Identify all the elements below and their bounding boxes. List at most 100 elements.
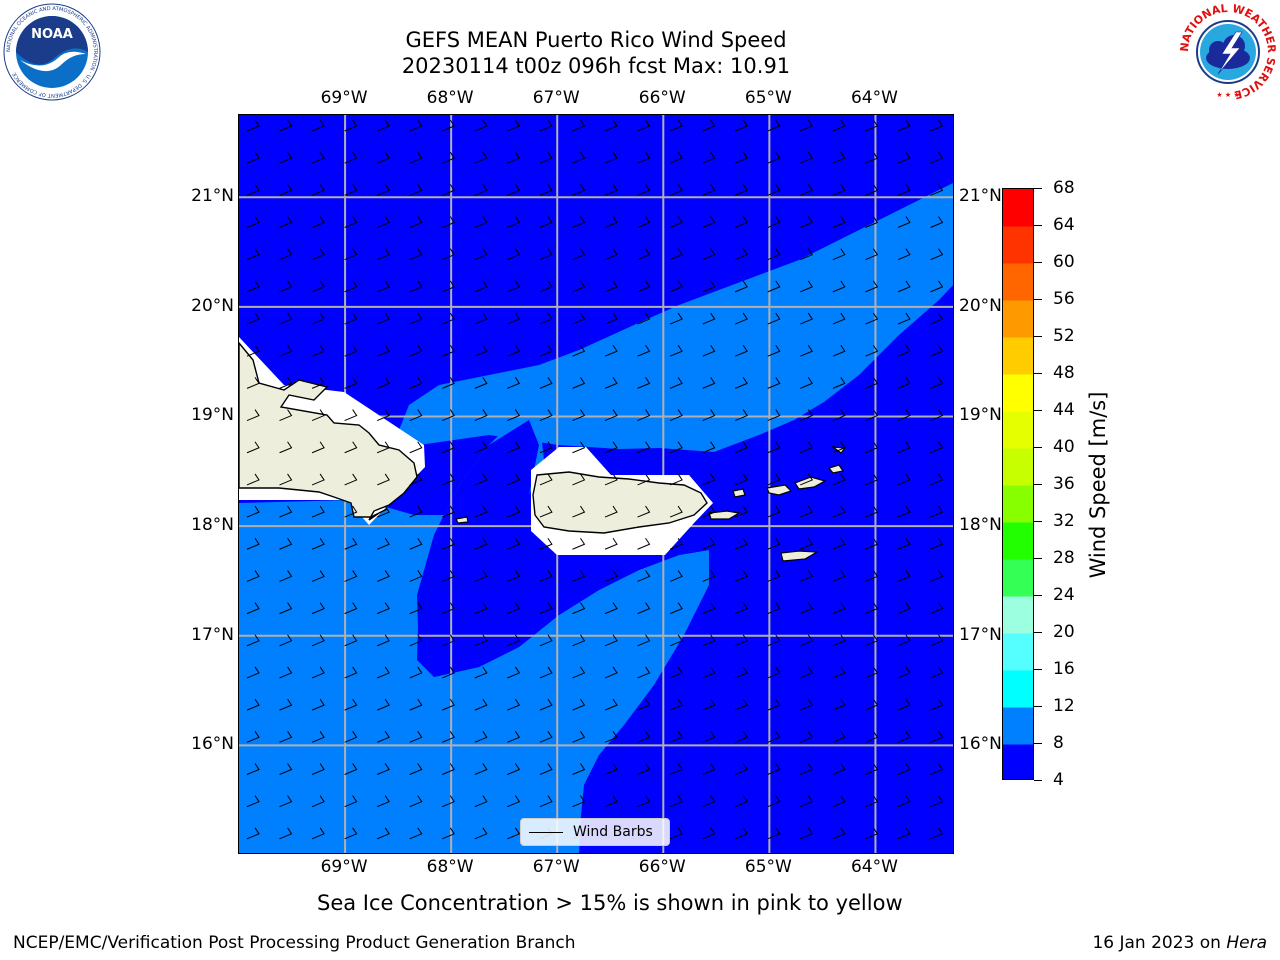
wind-barb [800, 505, 814, 518]
wind-barb [376, 827, 390, 840]
wind-barb [832, 248, 846, 261]
sea-ice-note: Sea Ice Concentration > 15% is shown in … [317, 891, 903, 915]
wind-barb [767, 763, 781, 775]
wind-barb [832, 827, 846, 840]
wind-barb [409, 377, 423, 389]
wind-barb [539, 634, 553, 647]
wind-barb [474, 377, 488, 389]
wind-barb [409, 505, 423, 518]
wind-barb [572, 344, 586, 357]
wind-barb [800, 216, 814, 228]
wind-barb [279, 698, 293, 711]
wind-barb [572, 505, 586, 518]
wind-barb [246, 634, 260, 647]
wind-barb [539, 666, 553, 679]
wind-barb [930, 570, 944, 582]
colorbar-tick-mark [1034, 410, 1042, 411]
wind-barb [474, 795, 488, 808]
wind-barb [539, 602, 553, 615]
lat-label-left: 16°N [191, 734, 234, 755]
wind-barb [669, 698, 683, 711]
wind-barb [604, 344, 618, 357]
wind-barb [604, 409, 618, 422]
wind-barb [539, 312, 553, 325]
wind-barb [800, 377, 814, 389]
wind-barb [376, 473, 390, 486]
wind-barb [539, 505, 553, 518]
wind-barb [409, 827, 423, 840]
wind-barb [507, 505, 521, 518]
wind-barb [572, 795, 586, 808]
wind-barb [572, 312, 586, 325]
colorbar-tick-label: 60 [1053, 252, 1075, 272]
lon-label-bottom: 67°W [532, 857, 580, 877]
colorbar-segment [1003, 707, 1033, 745]
wind-barb [474, 505, 488, 518]
wind-barb [507, 666, 521, 679]
wind-barb [279, 473, 293, 486]
wind-barb [376, 634, 390, 647]
wind-barb [800, 698, 814, 711]
virgin-islands-tortola [794, 476, 827, 490]
wind-barb [344, 248, 358, 261]
colorbar-segment [1003, 744, 1033, 779]
wind-barb [669, 409, 683, 422]
wind-barb [246, 409, 260, 422]
wind-barb [572, 409, 586, 422]
wind-barb [767, 537, 781, 550]
wind-barb [930, 634, 944, 647]
wind-barb [702, 602, 716, 615]
wind-barb [376, 441, 390, 454]
vieques-island [708, 510, 741, 520]
wind-barb [930, 763, 944, 775]
colorbar-tick-mark [1034, 447, 1042, 448]
wind-barb [409, 119, 423, 132]
wind-barb [865, 570, 879, 582]
wind-barb [897, 344, 911, 357]
wind-barb [800, 570, 814, 582]
wind-barb [507, 151, 521, 164]
colorbar-tick-label: 28 [1053, 548, 1075, 568]
wind-barb [246, 763, 260, 775]
wind-barb [539, 441, 553, 454]
wind-barb [669, 634, 683, 647]
wind-barb [832, 795, 846, 808]
wind-barb [865, 344, 879, 357]
wind-barb [311, 344, 325, 357]
wind-barb [442, 344, 456, 357]
wind-barb [930, 827, 944, 840]
wind-barb [409, 763, 423, 775]
wind-barb [246, 827, 260, 840]
wind-barb [832, 731, 846, 743]
wind-barb [832, 280, 846, 293]
wind-barb [865, 698, 879, 711]
wind-barb [930, 248, 944, 261]
wind-barb [311, 763, 325, 775]
colorbar-tick-mark [1034, 632, 1042, 633]
wind-barb [637, 409, 651, 422]
colorbar-tick-label: 24 [1053, 585, 1075, 605]
wind-barb [637, 602, 651, 615]
wind-barb [604, 473, 618, 486]
wind-barb [344, 344, 358, 357]
colorbar-tick-label: 68 [1053, 178, 1075, 198]
wind-barb [279, 409, 293, 422]
wind-barb [376, 377, 390, 389]
wind-barb [507, 827, 521, 840]
wind-barb [637, 184, 651, 196]
wind-barb [507, 248, 521, 261]
wind-barb [865, 377, 879, 389]
wind-barb [897, 312, 911, 325]
wind-barb [865, 763, 879, 775]
wind-barb [832, 441, 846, 454]
wind-barb [279, 119, 293, 132]
colorbar-tick-label: 16 [1053, 659, 1075, 679]
wind-barb [637, 441, 651, 454]
wind-barb [702, 216, 716, 228]
wind-barb [442, 441, 456, 454]
wind-barb [800, 634, 814, 647]
wind-barb [246, 248, 260, 261]
wind-barb [442, 151, 456, 164]
wind-barb [767, 666, 781, 679]
chart-title: GEFS MEAN Puerto Rico Wind Speed [405, 28, 787, 52]
